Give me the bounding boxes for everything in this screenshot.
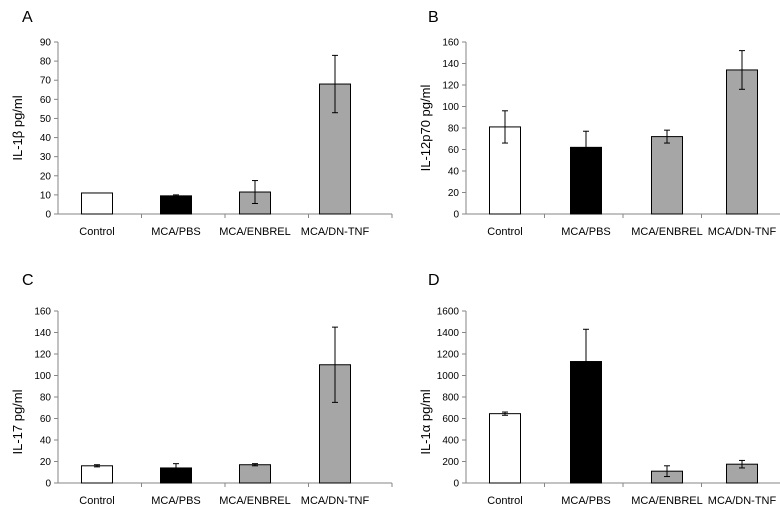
x-category-label: MCA/DN-TNF bbox=[708, 226, 777, 238]
panel-letter: B bbox=[428, 9, 439, 26]
x-category-label: MCA/ENBREL bbox=[631, 495, 703, 507]
y-axis-label: IL-1β pg/ml bbox=[10, 95, 25, 160]
y-tick-label: 0 bbox=[45, 210, 51, 221]
chart-panel-b: B IL-12p70 pg/ml 0 20 40 60 80 100 120 140 160 Cont… bbox=[418, 9, 780, 238]
bar bbox=[726, 69, 758, 215]
x-category-label: MCA/PBS bbox=[151, 226, 201, 238]
bar bbox=[489, 413, 521, 484]
panel-letter: A bbox=[22, 9, 33, 26]
y-tick-label: 100 bbox=[442, 102, 459, 113]
x-category-label: MCA/ENBREL bbox=[631, 226, 703, 238]
x-category-label: Control bbox=[79, 226, 114, 238]
y-tick-label: 60 bbox=[40, 95, 52, 106]
y-tick-label: 80 bbox=[40, 57, 52, 68]
bar bbox=[160, 195, 192, 215]
bar bbox=[81, 192, 113, 215]
y-tick-label: 1200 bbox=[437, 350, 460, 361]
x-category-label: MCA/PBS bbox=[561, 495, 611, 507]
y-tick-label: 100 bbox=[34, 371, 51, 382]
y-tick-label: 60 bbox=[40, 414, 52, 425]
x-category-label: MCA/ENBREL bbox=[219, 495, 291, 507]
chart-panel-a: A IL-1β pg/ml 0 10 20 30 40 50 60 70 80 90 Control MC… bbox=[10, 9, 393, 238]
y-tick-label: 160 bbox=[34, 307, 51, 318]
y-axis-label: IL-1α pg/ml bbox=[418, 389, 433, 454]
y-tick-label: 20 bbox=[40, 457, 52, 468]
y-tick-label: 0 bbox=[453, 210, 459, 221]
y-tick-label: 1000 bbox=[437, 371, 460, 382]
y-tick-label: 60 bbox=[448, 145, 460, 156]
y-tick-label: 20 bbox=[448, 188, 460, 199]
y-tick-label: 120 bbox=[34, 350, 51, 361]
y-tick-label: 120 bbox=[442, 81, 459, 92]
y-tick-label: 40 bbox=[448, 167, 460, 178]
bar bbox=[239, 464, 271, 484]
y-tick-label: 140 bbox=[34, 328, 51, 339]
y-tick-label: 40 bbox=[40, 133, 52, 144]
chart-panel-c: C IL-17 pg/ml 0 20 40 60 80 100 120 140 160 Control… bbox=[10, 272, 393, 507]
y-tick-label: 1600 bbox=[437, 307, 460, 318]
bar bbox=[651, 136, 683, 215]
chart-panel-d: D IL-1α pg/ml 0 200 400 600 800 1000 1200 1400 160… bbox=[418, 272, 780, 507]
y-axis-label: IL-12p70 pg/ml bbox=[418, 85, 433, 172]
x-category-label: Control bbox=[487, 226, 522, 238]
y-tick-label: 400 bbox=[442, 436, 459, 447]
y-tick-label: 200 bbox=[442, 457, 459, 468]
y-tick-label: 1400 bbox=[437, 328, 460, 339]
y-tick-label: 140 bbox=[442, 59, 459, 70]
y-tick-label: 50 bbox=[40, 114, 52, 125]
x-category-label: MCA/PBS bbox=[561, 226, 611, 238]
panel-letter: D bbox=[428, 272, 440, 289]
y-tick-label: 0 bbox=[45, 479, 51, 490]
y-tick-label: 70 bbox=[40, 76, 52, 87]
y-tick-label: 90 bbox=[40, 38, 52, 49]
y-tick-label: 160 bbox=[442, 38, 459, 49]
x-category-label: MCA/PBS bbox=[151, 495, 201, 507]
x-category-label: MCA/DN-TNF bbox=[301, 495, 370, 507]
x-category-label: Control bbox=[79, 495, 114, 507]
x-category-label: MCA/ENBREL bbox=[219, 226, 291, 238]
panel-letter: C bbox=[22, 272, 34, 289]
y-tick-label: 600 bbox=[442, 414, 459, 425]
bar bbox=[81, 465, 113, 484]
y-tick-label: 20 bbox=[40, 171, 52, 182]
y-tick-label: 40 bbox=[40, 436, 52, 447]
y-tick-label: 800 bbox=[442, 393, 459, 404]
y-tick-label: 80 bbox=[448, 124, 460, 135]
y-tick-label: 80 bbox=[40, 393, 52, 404]
y-tick-label: 30 bbox=[40, 152, 52, 163]
y-tick-label: 10 bbox=[40, 190, 52, 201]
x-category-label: MCA/DN-TNF bbox=[708, 495, 777, 507]
y-axis-label: IL-17 pg/ml bbox=[10, 389, 25, 454]
x-category-label: MCA/DN-TNF bbox=[301, 226, 370, 238]
x-category-label: Control bbox=[487, 495, 522, 507]
y-tick-label: 0 bbox=[453, 479, 459, 490]
